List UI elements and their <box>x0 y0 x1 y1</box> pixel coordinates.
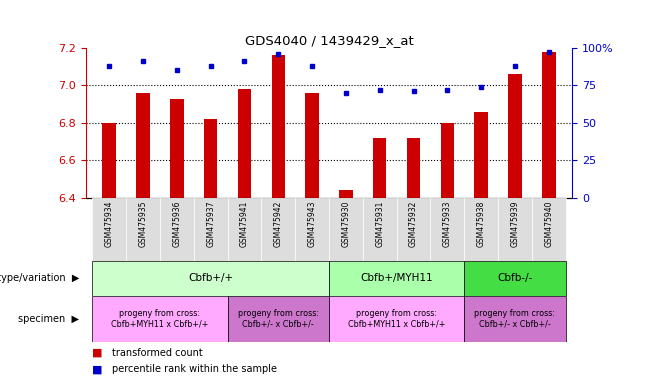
Bar <box>238 89 251 198</box>
Text: Cbfb+/+: Cbfb+/+ <box>188 273 233 283</box>
Bar <box>228 198 261 261</box>
Text: GSM475931: GSM475931 <box>375 201 384 247</box>
Text: transformed count: transformed count <box>112 348 203 358</box>
Text: GSM475942: GSM475942 <box>274 201 283 247</box>
Text: GSM475935: GSM475935 <box>139 201 147 247</box>
Text: GSM475936: GSM475936 <box>172 201 182 247</box>
Bar <box>160 198 193 261</box>
Bar <box>363 198 397 261</box>
Bar <box>329 296 465 342</box>
Bar <box>397 198 430 261</box>
Text: ■: ■ <box>92 348 103 358</box>
Bar <box>103 123 116 198</box>
Bar <box>204 119 217 198</box>
Text: ■: ■ <box>92 364 103 374</box>
Text: GSM475938: GSM475938 <box>476 201 486 247</box>
Text: genotype/variation  ▶: genotype/variation ▶ <box>0 273 79 283</box>
Text: specimen  ▶: specimen ▶ <box>18 314 79 324</box>
Text: GSM475933: GSM475933 <box>443 201 452 247</box>
Text: progeny from cross:
Cbfb+/- x Cbfb+/-: progeny from cross: Cbfb+/- x Cbfb+/- <box>474 309 555 328</box>
Bar <box>305 93 319 198</box>
Bar <box>441 123 454 198</box>
Bar <box>508 74 522 198</box>
Bar <box>170 99 184 198</box>
Text: GSM475943: GSM475943 <box>307 201 316 247</box>
Bar <box>498 198 532 261</box>
Text: Cbfb+/MYH11: Cbfb+/MYH11 <box>361 273 433 283</box>
Bar <box>136 93 150 198</box>
Bar <box>465 261 566 296</box>
Bar <box>272 56 285 198</box>
Text: GSM475937: GSM475937 <box>206 201 215 247</box>
Bar <box>465 296 566 342</box>
Text: GSM475941: GSM475941 <box>240 201 249 247</box>
Title: GDS4040 / 1439429_x_at: GDS4040 / 1439429_x_at <box>245 34 413 47</box>
Bar <box>373 138 386 198</box>
Text: GSM475930: GSM475930 <box>342 201 351 247</box>
Bar <box>339 190 353 198</box>
Bar <box>329 198 363 261</box>
Bar <box>228 296 329 342</box>
Text: Cbfb-/-: Cbfb-/- <box>497 273 533 283</box>
Bar <box>193 198 228 261</box>
Text: GSM475940: GSM475940 <box>544 201 553 247</box>
Bar <box>430 198 465 261</box>
Bar <box>92 296 228 342</box>
Text: progeny from cross:
Cbfb+MYH11 x Cbfb+/+: progeny from cross: Cbfb+MYH11 x Cbfb+/+ <box>348 309 445 328</box>
Bar <box>126 198 160 261</box>
Bar <box>474 112 488 198</box>
Bar <box>329 261 465 296</box>
Bar <box>295 198 329 261</box>
Text: progeny from cross:
Cbfb+MYH11 x Cbfb+/+: progeny from cross: Cbfb+MYH11 x Cbfb+/+ <box>111 309 209 328</box>
Text: GSM475932: GSM475932 <box>409 201 418 247</box>
Bar <box>92 198 126 261</box>
Bar <box>92 261 329 296</box>
Text: GSM475934: GSM475934 <box>105 201 114 247</box>
Bar <box>407 138 420 198</box>
Text: GSM475939: GSM475939 <box>511 201 519 247</box>
Bar <box>532 198 566 261</box>
Bar <box>542 52 555 198</box>
Bar <box>465 198 498 261</box>
Text: progeny from cross:
Cbfb+/- x Cbfb+/-: progeny from cross: Cbfb+/- x Cbfb+/- <box>238 309 318 328</box>
Bar <box>261 198 295 261</box>
Text: percentile rank within the sample: percentile rank within the sample <box>112 364 277 374</box>
